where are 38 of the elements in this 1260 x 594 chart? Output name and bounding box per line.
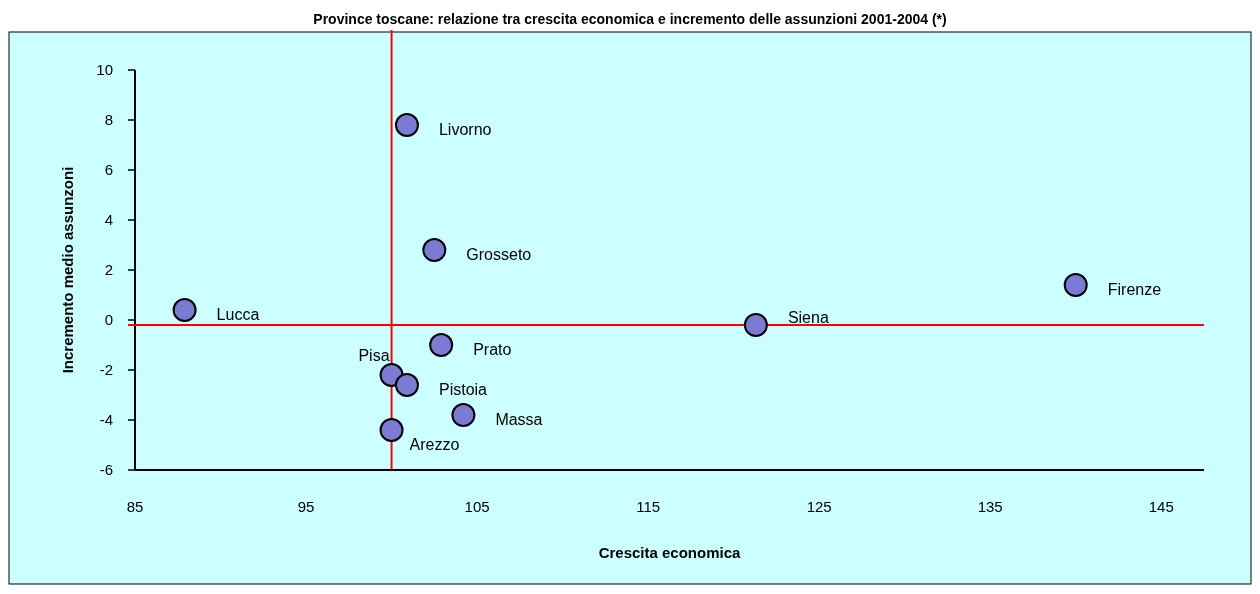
y-tick-label: -6 xyxy=(99,461,113,479)
y-tick-label: 2 xyxy=(104,261,113,279)
annotation: Grosseto xyxy=(466,245,532,263)
x-tick-label: 125 xyxy=(806,498,832,515)
annotation: Siena xyxy=(787,308,829,326)
x-tick-label: 145 xyxy=(1148,498,1174,515)
x-tick-label: 105 xyxy=(464,498,490,515)
y-tick-label: -4 xyxy=(99,411,113,429)
point xyxy=(1063,273,1088,297)
y-tick-label: 4 xyxy=(104,211,113,229)
y-tick-label: 6 xyxy=(104,161,113,179)
annotation: Lucca xyxy=(216,305,260,323)
point xyxy=(379,418,404,442)
annotation: Pistoia xyxy=(438,380,488,398)
annotation: Firenze xyxy=(1107,280,1162,298)
point xyxy=(451,403,476,427)
point xyxy=(743,313,768,337)
annotation: Arezzo xyxy=(409,435,460,453)
x-tick-label: 115 xyxy=(636,498,661,515)
y-axis-title: Incremento medio assunzoni xyxy=(59,166,76,374)
y-tick-label: 8 xyxy=(104,111,113,129)
point xyxy=(429,333,454,357)
annotation: Massa xyxy=(495,410,543,428)
y-tick-label: 0 xyxy=(104,311,113,329)
y-tick-label: 10 xyxy=(96,61,113,79)
point xyxy=(422,238,447,262)
x-tick-label: 95 xyxy=(297,498,315,515)
annotation: Livorno xyxy=(438,120,492,138)
y-tick-label: -2 xyxy=(99,361,113,379)
x-axis-title: Crescita economica xyxy=(598,544,742,561)
annotation: Prato xyxy=(473,340,512,358)
annotation: Pisa xyxy=(358,346,390,364)
point xyxy=(394,373,419,397)
point xyxy=(394,113,419,137)
x-tick-label: 135 xyxy=(977,498,1003,515)
chart-title: Province toscane: relazione tra crescita economica e incremento delle assunzioni 2001-2004 (*) xyxy=(313,11,947,27)
x-tick-label: 85 xyxy=(126,498,144,515)
point xyxy=(172,298,197,322)
